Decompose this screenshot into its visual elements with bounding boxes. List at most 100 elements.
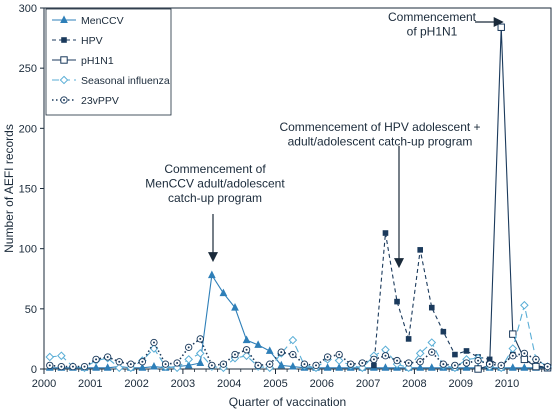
marker-dot [465,361,468,364]
legend-item-23vppv: 23vPPV [52,95,119,107]
data-point-menccv [184,360,193,369]
data-point-seasonal-influenza [195,349,205,358]
data-point-23vppv [173,359,181,367]
data-point-menccv [416,363,425,371]
x-tick-label: 2006 [310,378,334,390]
data-point-23vppv [543,362,552,371]
marker-dot [500,364,503,367]
data-point-hpv [463,348,470,354]
series-layer [45,23,552,373]
data-point-hpv [440,328,447,335]
data-point-23vppv [451,361,459,370]
data-point-23vppv [312,361,320,370]
series-line-hpv [373,232,548,369]
legend-item-ph1n1: pH1N1 [52,55,114,67]
data-point-ph1n1 [520,355,529,364]
marker-dot [245,348,248,351]
legend-swatch-marker [60,15,68,23]
data-point-23vppv [115,358,123,366]
marker-dot [71,365,74,368]
marker-dot [106,355,109,358]
data-point-23vppv [520,349,529,358]
data-point-menccv [323,363,332,371]
data-point-23vppv [150,338,158,347]
data-point-seasonal-influenza [334,356,344,365]
x-axis-title: Quarter of vaccination [229,395,346,409]
series-hpv [371,230,551,371]
data-point-menccv [289,362,297,370]
legend-label: Seasonal influenza [81,75,170,87]
data-point-23vppv [69,362,77,371]
data-point-23vppv [242,346,251,354]
data-point-23vppv [92,355,100,364]
x-tick-label: 2004 [217,378,241,390]
legend-label: MenCCV [81,15,124,27]
marker-dot [60,365,63,368]
marker-dot [83,365,86,368]
data-point-23vppv [428,348,436,356]
legend-item-menccv: MenCCV [52,15,124,27]
data-point-menccv [381,363,390,371]
data-point-23vppv [104,353,112,361]
data-point-seasonal-influenza [358,363,367,373]
data-point-menccv [207,270,216,279]
data-point-hpv [428,304,435,311]
marker-dot [222,363,225,366]
data-point-menccv [277,360,286,369]
data-point-menccv [508,363,517,371]
marker-dot [95,358,98,361]
data-point-menccv [138,363,147,371]
data-point-23vppv [208,361,216,370]
data-point-23vppv [474,356,482,365]
data-point-menccv [462,363,471,371]
x-tick-label: 2008 [402,378,426,390]
data-point-23vppv [335,350,343,359]
marker-dot [48,364,51,367]
annotation-text-line: Commencement of [164,162,266,176]
data-point-ph1n1 [509,330,517,338]
data-point-seasonal-influenza [45,352,55,362]
data-point-23vppv [462,359,471,367]
legend: MenCCV HPV pH1N1 Seasonal influenza 23vPPV [45,8,172,116]
annotation-text-line: Commencement of HPV adolescent + [279,120,480,134]
marker-dot [268,363,271,366]
marker-dot [141,360,144,363]
data-point-23vppv [127,360,135,368]
data-point-menccv [92,363,100,371]
marker-dot [453,364,456,367]
series-23vppv [46,335,552,371]
data-point-seasonal-influenza [520,300,529,310]
data-point-menccv [427,363,436,371]
data-point-23vppv [266,360,274,368]
data-point-ph1n1 [474,365,482,373]
data-point-menccv [150,362,158,370]
marker-dot [419,360,422,363]
data-point-23vppv [57,362,66,371]
y-tick-label: 200 [19,123,37,135]
data-point-menccv [520,363,529,371]
marker-dot [546,365,549,368]
marker-dot [291,353,294,356]
data-point-23vppv [277,348,285,356]
legend-label: pH1N1 [81,55,114,67]
data-point-23vppv [254,361,262,370]
data-point-23vppv [486,360,494,368]
legend-label: 23vPPV [81,95,119,107]
marker-dot [442,363,445,366]
marker-dot [280,351,283,354]
data-point-menccv [254,340,262,348]
annotation-text-line: catch-up program [168,191,262,205]
marker-dot [257,364,260,367]
marker-dot [361,361,364,364]
data-point-23vppv [300,360,309,368]
data-point-23vppv [416,358,424,366]
data-point-23vppv [161,360,170,368]
data-point-hpv [417,247,423,253]
data-point-hpv [371,362,377,369]
legend-swatch-marker [60,56,68,64]
y-tick-label: 150 [19,184,37,196]
